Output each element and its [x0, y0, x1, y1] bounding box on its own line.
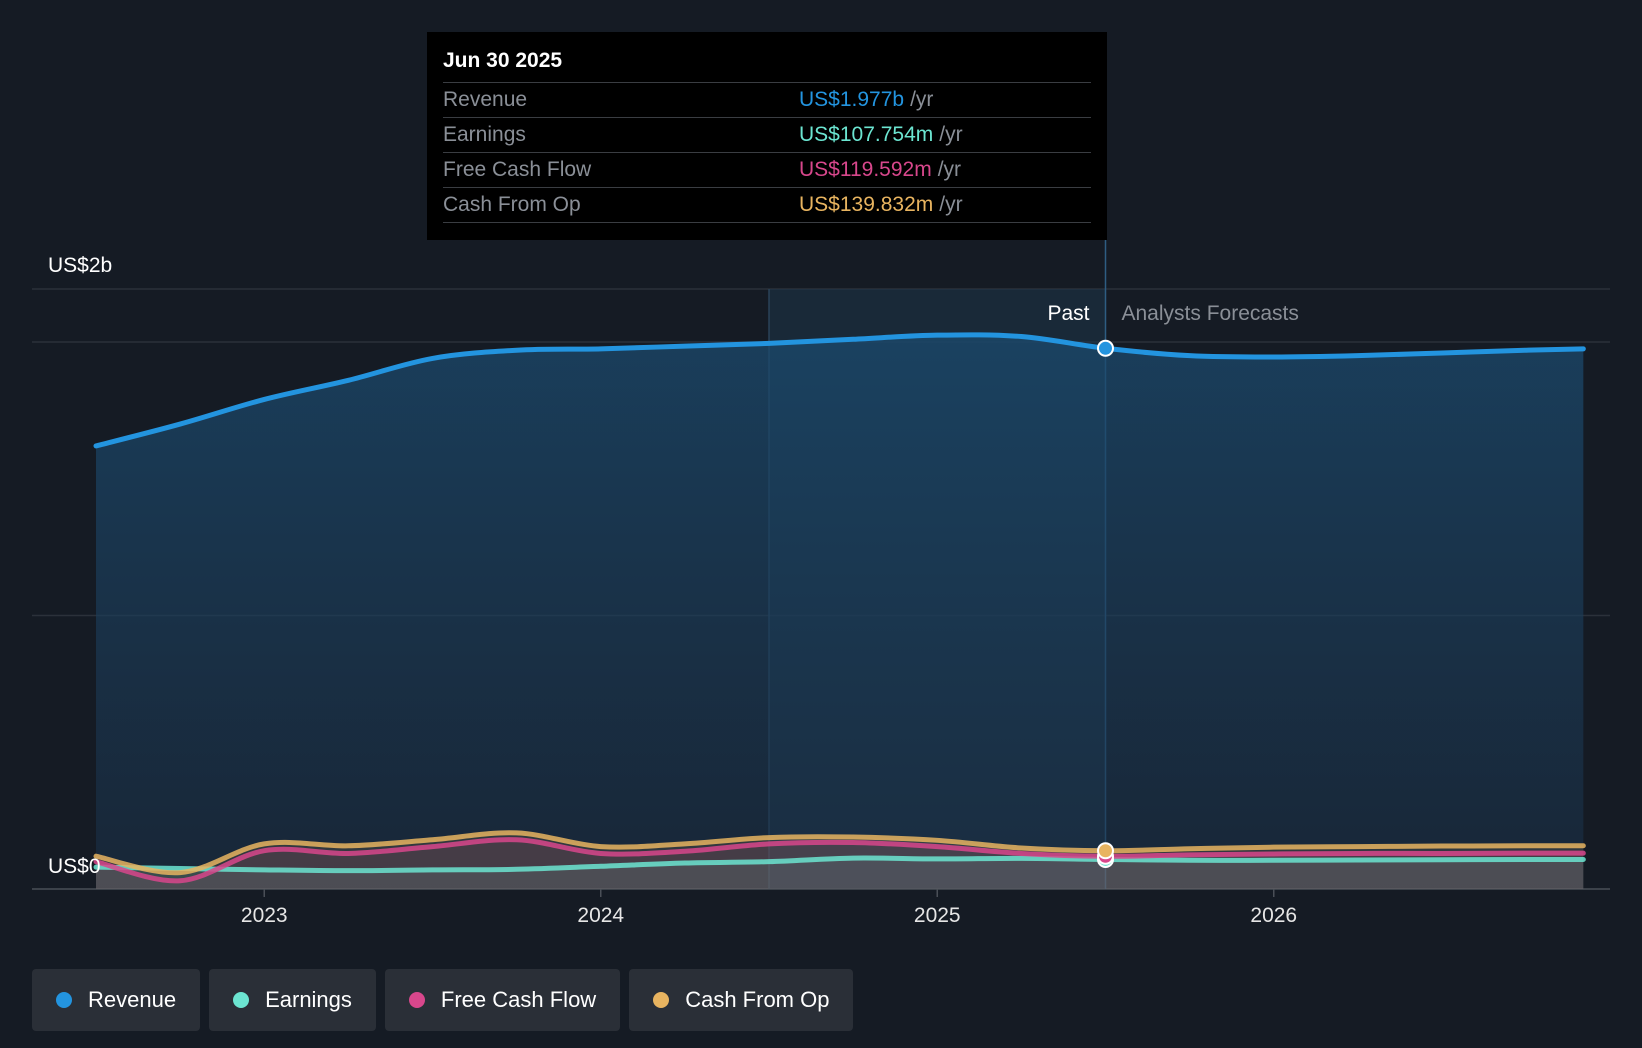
cash-from-op-marker: [1097, 842, 1114, 860]
revenue-dot-icon: [56, 992, 72, 1008]
free-cash-flow-line: [93, 837, 1586, 884]
legend-label: Cash From Op: [685, 987, 830, 1012]
cash-from-op-line: [93, 830, 1586, 876]
forecast-label: Analysts Forecasts: [1122, 302, 1299, 325]
legend-item-revenue[interactable]: Revenue: [32, 969, 201, 1031]
tooltip-date: Jun 30 2025: [443, 49, 563, 72]
tooltip-row-value: US$1.977b: [799, 88, 905, 111]
x-tick-label: 2026: [1250, 904, 1297, 927]
legend-label: Earnings: [265, 987, 352, 1012]
legend: Revenue Earnings Free Cash Flow Cash Fro…: [32, 969, 854, 1031]
x-tick-label: 2023: [241, 904, 288, 927]
y-axis-bottom-label: US$0: [48, 855, 101, 878]
tooltip-row-unit: /yr: [939, 193, 963, 216]
revenue-line: [93, 332, 1586, 449]
earnings-area: [96, 857, 1584, 889]
y-axis-top-label: US$2b: [48, 254, 112, 277]
tooltip-row-value: US$107.754m: [799, 123, 934, 146]
revenue-area: [96, 334, 1584, 889]
cash-from-op-dot-icon: [653, 992, 670, 1008]
tooltip-row-value: US$119.592m: [799, 158, 932, 181]
legend-item-cash-from-op[interactable]: Cash From Op: [629, 969, 854, 1031]
tooltip-row-unit: /yr: [937, 158, 962, 181]
legend-item-free-cash-flow[interactable]: Free Cash Flow: [384, 969, 621, 1031]
earnings-dot-icon: [233, 992, 250, 1008]
tooltip-row-name: Revenue: [443, 88, 528, 111]
legend-label: Revenue: [88, 987, 177, 1012]
x-tick-label: 2025: [914, 904, 961, 927]
tooltip-row-value: US$139.832m: [799, 193, 934, 216]
tooltip-row-unit: /yr: [939, 123, 963, 146]
tooltip-row-unit: /yr: [910, 88, 934, 111]
past-label: Past: [1047, 302, 1089, 325]
tooltip-row-revenue: Revenue US$1.977b /yr: [443, 82, 1091, 117]
earnings-line: [93, 855, 1586, 874]
legend-item-earnings[interactable]: Earnings: [209, 969, 376, 1031]
tooltip-row-free-cash-flow: Free Cash Flow US$119.592m /yr: [443, 152, 1091, 187]
tooltip-row-cash-from-op: Cash From Op US$139.832m /yr: [443, 187, 1091, 223]
x-tick-label: 2024: [577, 904, 624, 927]
tooltip-row-name: Cash From Op: [443, 193, 581, 216]
free-cash-flow-area: [96, 839, 1584, 889]
tooltip: Jun 30 2025 Revenue US$1.977b /yr Earnin…: [427, 32, 1107, 240]
tooltip-row-name: Earnings: [443, 123, 526, 146]
tooltip-row-name: Free Cash Flow: [443, 158, 592, 181]
legend-label: Free Cash Flow: [440, 987, 597, 1012]
revenue-marker: [1097, 339, 1114, 357]
tooltip-row-earnings: Earnings US$107.754m /yr: [443, 117, 1091, 152]
free-cash-flow-dot-icon: [408, 992, 425, 1008]
